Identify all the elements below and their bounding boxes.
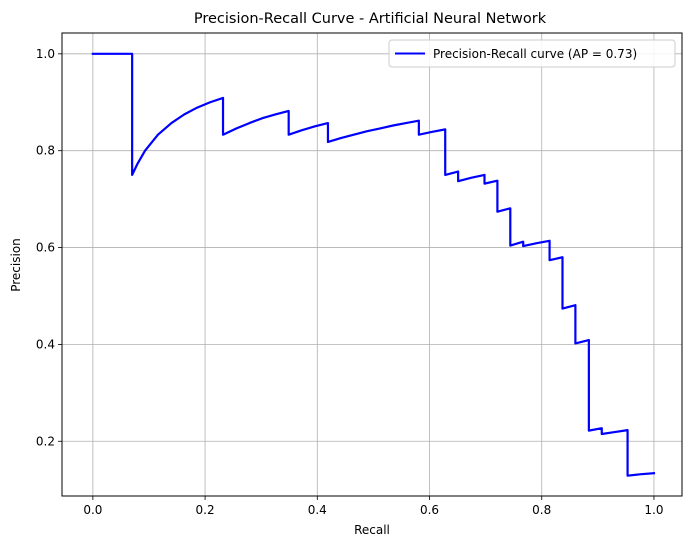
- y-tick-label: 1.0: [36, 47, 55, 61]
- x-axis-label: Recall: [354, 523, 390, 537]
- x-tick-label: 0.4: [308, 503, 327, 517]
- x-tick-label: 0.2: [196, 503, 215, 517]
- x-tick-label: 0.6: [420, 503, 439, 517]
- y-tick-label: 0.2: [36, 434, 55, 448]
- legend-label: Precision-Recall curve (AP = 0.73): [433, 47, 637, 61]
- series-line: [91, 52, 656, 477]
- legend: Precision-Recall curve (AP = 0.73): [388, 39, 676, 68]
- y-axis-label: Precision: [9, 238, 23, 292]
- series-layer: [91, 52, 656, 477]
- y-tick-label: 0.8: [36, 144, 55, 158]
- legend-box: [388, 39, 676, 68]
- grid: [62, 33, 682, 496]
- ticks: 0.0 0.2 0.4 0.6 0.8 1.0 0.2 0.4 0.6 0.8 1.0: [36, 47, 664, 517]
- x-tick-label: 1.0: [644, 503, 663, 517]
- x-tick-label: 0.0: [83, 503, 102, 517]
- y-tick-label: 0.4: [36, 337, 55, 351]
- plot-frame: [61, 32, 683, 497]
- chart-title: Precision-Recall Curve - Artificial Neur…: [194, 11, 547, 27]
- y-tick-label: 0.6: [36, 241, 55, 255]
- x-tick-label: 0.8: [532, 503, 551, 517]
